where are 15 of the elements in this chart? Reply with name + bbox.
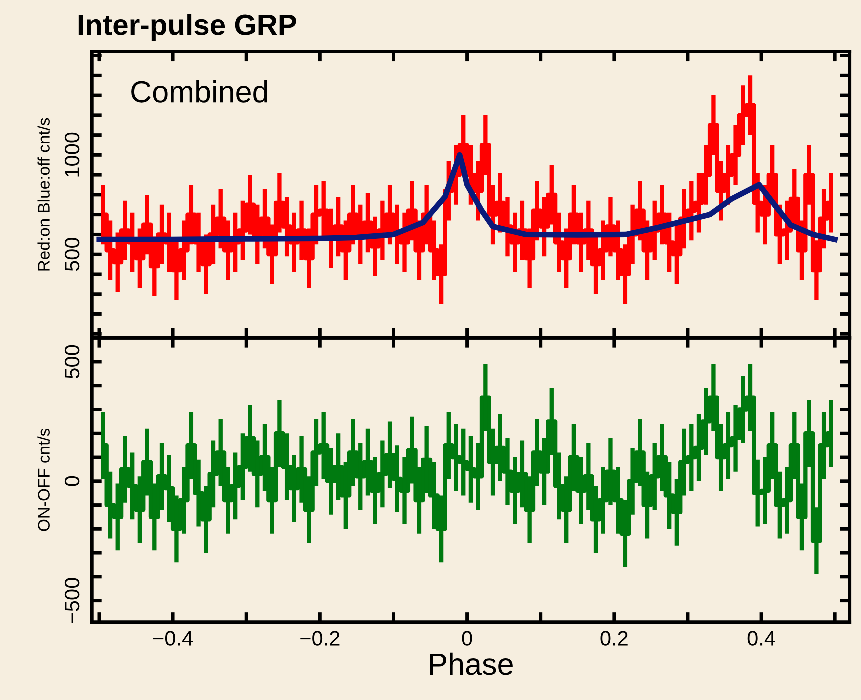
y-axis-title: ON-OFF cnt/s: [38, 428, 50, 532]
y-tick-label: 500: [64, 345, 80, 379]
y-tick-label: −500: [64, 578, 80, 624]
x-tick-label: −0.4: [154, 631, 193, 646]
x-tick-label: −0.2: [300, 631, 340, 646]
x-axis-title: Phase: [430, 652, 513, 676]
y-axis-title: Red:on Blue:off cnt/s: [38, 118, 50, 271]
y-tick-label: 1000: [64, 132, 80, 177]
x-tick-label: 0: [462, 631, 472, 646]
y-tick-label: 0: [64, 476, 80, 486]
chart-title: Inter-pulse GRP: [78, 14, 296, 42]
x-tick-label: 0.2: [600, 631, 628, 646]
y-tick-label: 500: [64, 238, 80, 272]
x-tick-label: 0.4: [748, 631, 776, 646]
annotation: Combined: [132, 80, 268, 103]
